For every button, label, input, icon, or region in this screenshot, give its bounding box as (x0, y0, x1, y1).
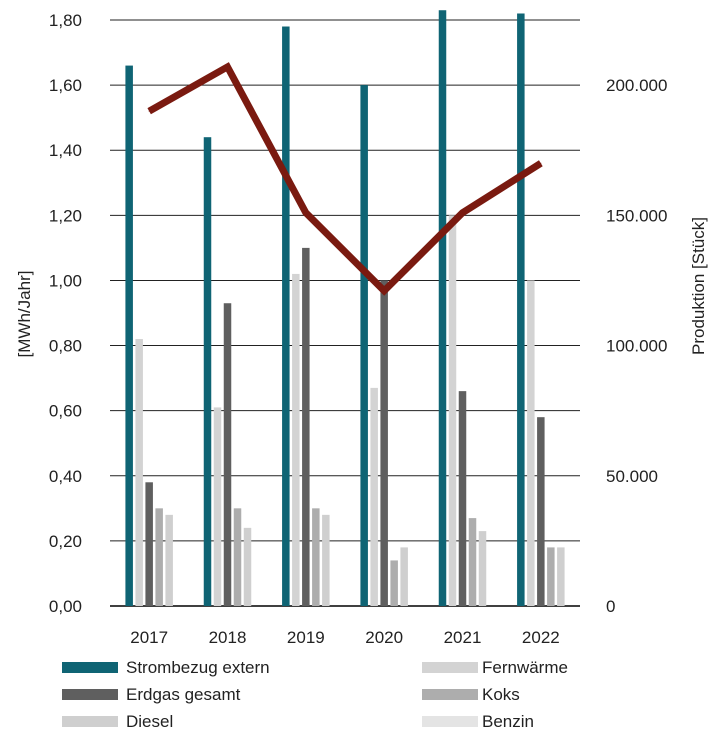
legend-swatch (62, 716, 118, 727)
legend-label: Strombezug extern (126, 658, 270, 677)
production-point (383, 290, 385, 292)
bar-diesel (322, 514, 330, 606)
y2-tick-label: 50.000 (606, 467, 658, 486)
x-tick-label: 2022 (522, 628, 560, 647)
y2-tick-label: 0 (606, 597, 615, 616)
bar-diesel (243, 527, 252, 606)
bar-diesel (165, 514, 173, 606)
bar-strombezug-extern (203, 137, 212, 606)
bar-erdgas-gesamt (145, 482, 153, 606)
bar-strombezug-extern (438, 10, 447, 606)
bar-strombezug-extern (282, 26, 290, 607)
x-tick-label: 2021 (444, 628, 482, 647)
bar-diesel (557, 547, 565, 606)
x-tick-label: 2019 (287, 628, 325, 647)
production-line-path (147, 62, 543, 296)
bar-koks (390, 560, 398, 606)
legend-swatch (62, 662, 118, 673)
bar-koks (312, 508, 320, 606)
production-line (147, 62, 543, 296)
legend-label: Fernwärme (482, 658, 568, 677)
bar-erdgas-gesamt (380, 280, 388, 606)
bar-fernw-rme (213, 407, 222, 606)
bar-fernw-rme (527, 280, 535, 606)
bar-diesel (478, 531, 487, 606)
y-tick-label: 1,80 (49, 11, 82, 30)
bar-koks (233, 508, 242, 606)
production-point (148, 110, 150, 112)
legend-label: Koks (482, 685, 520, 704)
legend-swatch (422, 662, 478, 673)
y-tick-label: 0,40 (49, 467, 82, 486)
bar-erdgas-gesamt (458, 391, 467, 606)
y-tick-label: 0,20 (49, 532, 82, 551)
y-tick-label: 1,20 (49, 206, 82, 225)
bar-koks (468, 518, 477, 606)
bar-erdgas-gesamt (223, 303, 232, 606)
y-tick-label: 1,40 (49, 141, 82, 160)
production-point (305, 212, 307, 214)
production-point (540, 162, 542, 164)
x-tick-label: 2018 (209, 628, 247, 647)
y2-tick-label: 100.000 (606, 337, 667, 356)
gridlines (110, 19, 580, 607)
y2-tick-label: 200.000 (606, 76, 667, 95)
y2-tick-label: 150.000 (606, 206, 667, 225)
bar-strombezug-extern (517, 13, 525, 606)
y2-axis-title: Produktion [Stück] (689, 217, 708, 355)
legend-label: Diesel (126, 712, 173, 731)
bar-koks (547, 547, 555, 606)
legend-label: Benzin (482, 712, 534, 731)
y-tick-label: 1,60 (49, 76, 82, 95)
legend: Strombezug extern Fernwärme Erdgas gesamt K… (62, 658, 568, 731)
bar-koks (155, 508, 163, 606)
y-tick-label: 0,80 (49, 337, 82, 356)
legend-swatch (62, 689, 118, 700)
bar-strombezug-extern (360, 85, 368, 607)
y2-axis-ticks: 0 50.000 100.000 150.000 200.000 (606, 76, 667, 616)
legend-swatch (422, 689, 478, 700)
bar-fernw-rme (448, 215, 457, 607)
bar-erdgas-gesamt (537, 417, 545, 606)
production-point (462, 212, 463, 214)
bar-fernw-rme (370, 387, 378, 606)
legend-swatch (422, 716, 478, 727)
bar-strombezug-extern (125, 65, 133, 607)
bars (125, 10, 565, 607)
production-point (227, 66, 228, 68)
y-tick-label: 0,60 (49, 402, 82, 421)
x-axis-ticks: 2017 2018 2019 2020 2021 2022 (130, 628, 559, 647)
bar-fernw-rme (292, 273, 300, 606)
y-axis-ticks: 0,00 0,20 0,40 0,60 0,80 1,00 1,20 1,40 1,60 1,80 (49, 11, 82, 616)
y-axis-title: [MWh/Jahr] (15, 271, 34, 358)
bar-diesel (400, 547, 408, 606)
bar-erdgas-gesamt (302, 247, 310, 606)
y-tick-label: 1,00 (49, 271, 82, 290)
legend-label: Erdgas gesamt (126, 685, 241, 704)
bar-fernw-rme (135, 339, 143, 606)
y-tick-label: 0,00 (49, 597, 82, 616)
x-tick-label: 2020 (365, 628, 403, 647)
x-tick-label: 2017 (130, 628, 168, 647)
